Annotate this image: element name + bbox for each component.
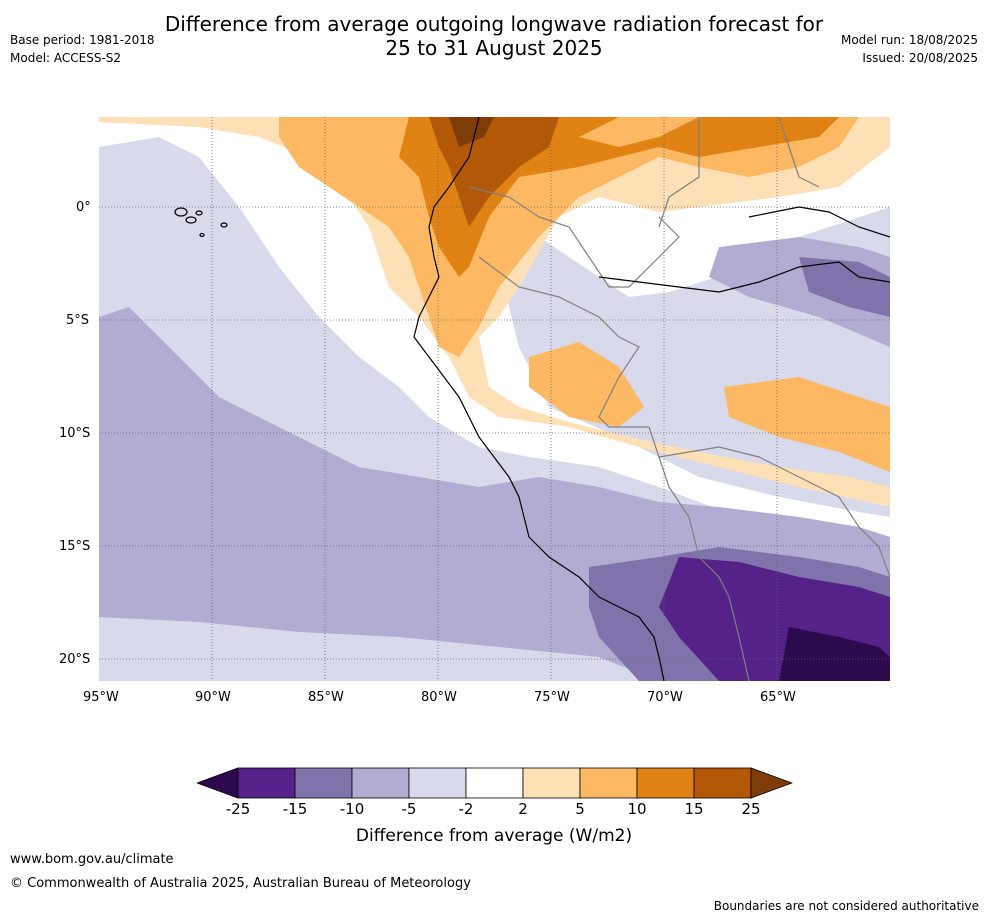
colorbar-segment [693,767,752,799]
purple-light-south [99,617,659,681]
footer-copyright: © Commonwealth of Australia 2025, Austra… [10,876,471,891]
colorbar-tick-label: -2 [458,800,474,818]
brown-core [449,117,494,147]
lat-label-0: 0° [76,200,91,215]
colorbar-tick-label: -10 [339,800,365,818]
coastline [413,117,890,681]
map-panel [99,117,890,681]
colorbar-tick-label: 5 [575,800,585,818]
lon-label-80w: 80°W [421,690,457,705]
lon-label-85w: 85°W [308,690,344,705]
colorbar-extend-low [195,767,239,799]
colorbar-segment [579,767,638,799]
map-title: Difference from average outgoing longwav… [0,12,988,60]
lat-label-5s: 5°S [66,313,90,328]
colorbar-segment [465,767,524,799]
lon-label-70w: 70°W [647,690,683,705]
footer-url: www.bom.gov.au/climate [10,852,174,867]
orange-mid-central [529,342,644,427]
colorbar-tick-label: -5 [401,800,417,818]
colorbar-tick-label: -25 [225,800,251,818]
colorbar-segment [237,767,296,799]
country-boundaries [468,117,890,681]
purple-darkest [779,627,890,681]
colorbar-segment [294,767,353,799]
lon-label-95w: 95°W [83,690,119,705]
colorbar [195,766,794,804]
neutral-band [99,117,890,547]
orange-mid-east [724,377,890,472]
base-period-text: Base period: 1981-2018 [10,33,155,47]
colorbar-extend-high [750,767,794,799]
galapagos-islands [174,207,228,238]
colorbar-tick-label: 2 [518,800,528,818]
colorbar-tick-label: 10 [627,800,647,818]
colorbar-segment [408,767,467,799]
meta-right: Model run: 18/08/2025 Issued: 20/08/2025 [841,31,978,67]
lat-label-15s: 15°S [59,539,91,554]
lat-label-10s: 10°S [59,426,91,441]
olr-anomaly-map [99,117,890,681]
colorbar-tick-label: 15 [684,800,704,818]
colorbar-tick-label: 25 [741,800,761,818]
lon-label-75w: 75°W [534,690,570,705]
purple-dark-north-east [799,257,890,317]
lon-label-90w: 90°W [195,690,231,705]
colorbar-segment [522,767,581,799]
graticule [99,117,890,681]
colorbar-segment [351,767,410,799]
issued-text: Issued: 20/08/2025 [862,51,978,65]
model-text: Model: ACCESS-S2 [10,51,122,65]
title-line-2: 25 to 31 August 2025 [385,36,603,60]
orange-light-north [99,117,890,507]
lat-label-20s: 20°S [59,652,91,667]
meta-left: Base period: 1981-2018 Model: ACCESS-S2 [10,31,155,67]
colorbar-title: Difference from average (W/m2) [355,826,633,846]
model-run-text: Model run: 18/08/2025 [840,33,978,47]
footer-disclaimer: Boundaries are not considered authoritat… [713,899,979,913]
lon-label-65w: 65°W [760,690,796,705]
colorbar-graphic [195,767,794,799]
title-line-1: Difference from average outgoing longwav… [164,12,824,36]
colorbar-tick-label: -15 [282,800,308,818]
colorbar-segment [636,767,695,799]
